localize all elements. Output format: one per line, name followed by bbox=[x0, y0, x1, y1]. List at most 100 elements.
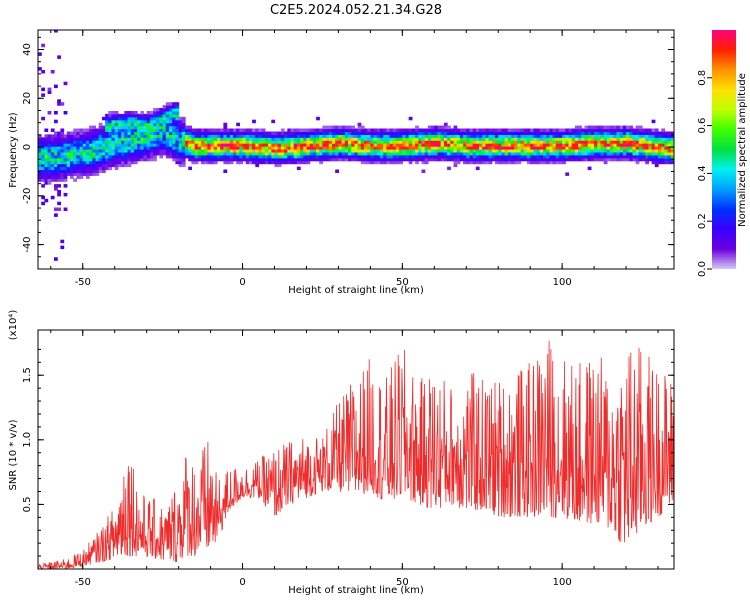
heatmap-cell bbox=[133, 122, 138, 127]
heatmap-cell bbox=[552, 157, 557, 162]
heatmap-cell bbox=[606, 146, 611, 150]
heatmap-cell bbox=[162, 131, 167, 135]
heatmap-cell bbox=[447, 140, 451, 144]
heatmap-cell bbox=[172, 113, 176, 118]
heatmap-cell bbox=[181, 146, 186, 150]
heatmap-cell bbox=[47, 87, 52, 92]
heatmap-cell bbox=[98, 154, 103, 159]
heatmap-cell bbox=[261, 137, 266, 141]
heatmap-cell bbox=[613, 128, 618, 132]
heatmap-cell bbox=[418, 146, 423, 150]
heatmap-cell bbox=[434, 151, 439, 156]
heatmap-cell bbox=[181, 116, 186, 121]
heatmap-cell bbox=[60, 128, 65, 132]
heatmap-cell bbox=[392, 151, 397, 156]
heatmap-cell bbox=[226, 140, 231, 144]
heatmap-cell bbox=[63, 149, 68, 153]
heatmap-cell bbox=[667, 149, 672, 153]
heatmap-cell bbox=[434, 146, 439, 150]
heatmap-cell bbox=[555, 134, 560, 138]
heatmap-cell bbox=[415, 160, 419, 165]
heatmap-cell bbox=[568, 140, 573, 144]
heatmap-cell bbox=[207, 151, 212, 156]
heatmap-cell bbox=[258, 160, 263, 165]
heatmap-cell bbox=[201, 128, 205, 132]
heatmap-cell bbox=[645, 131, 649, 135]
heatmap-cell bbox=[252, 157, 256, 162]
heatmap-cell bbox=[517, 137, 522, 141]
heatmap-cell bbox=[111, 113, 116, 118]
heatmap-cell bbox=[293, 128, 298, 132]
heatmap-cell bbox=[667, 134, 672, 138]
heatmap-cell bbox=[386, 146, 391, 150]
heatmap-cell bbox=[140, 128, 145, 132]
heatmap-cell bbox=[156, 143, 161, 147]
heatmap-cell bbox=[82, 160, 87, 165]
heatmap-cell bbox=[70, 146, 74, 150]
heatmap-cell bbox=[133, 116, 138, 121]
heatmap-cell bbox=[670, 149, 674, 153]
heatmap-cell bbox=[610, 131, 614, 135]
heatmap-cell bbox=[89, 157, 93, 162]
heatmap-cell bbox=[239, 154, 244, 159]
heatmap-cell bbox=[245, 140, 250, 144]
heatmap-cell bbox=[565, 157, 570, 162]
heatmap-cell bbox=[201, 131, 205, 135]
heatmap-cell bbox=[597, 125, 602, 130]
heatmap-cell bbox=[325, 151, 330, 156]
heatmap-cell bbox=[332, 137, 336, 141]
heatmap-cell bbox=[664, 137, 669, 141]
heatmap-cell bbox=[252, 140, 256, 144]
heatmap-cell bbox=[271, 151, 276, 156]
heatmap-cell bbox=[463, 149, 467, 153]
heatmap-cell bbox=[114, 143, 119, 147]
heatmap-cell bbox=[165, 149, 170, 153]
heatmap-cell bbox=[399, 134, 403, 138]
heatmap-cell bbox=[549, 140, 554, 144]
heatmap-cell bbox=[594, 140, 598, 144]
heatmap-cell bbox=[392, 160, 397, 165]
heatmap-cell bbox=[351, 125, 355, 130]
heatmap-cell bbox=[300, 154, 304, 159]
heatmap-cell bbox=[443, 137, 448, 141]
heatmap-cell bbox=[555, 160, 560, 165]
heatmap-cell bbox=[437, 131, 442, 135]
heatmap-cell bbox=[271, 149, 276, 153]
heatmap-cell bbox=[447, 151, 451, 156]
heatmap-cell bbox=[258, 154, 263, 159]
colorbar-gradient bbox=[712, 30, 736, 269]
heatmap-cell bbox=[395, 137, 400, 141]
heatmap-cell bbox=[600, 128, 605, 132]
heatmap-cell bbox=[622, 149, 627, 153]
heatmap-cell bbox=[402, 143, 407, 147]
heatmap-cell bbox=[47, 146, 52, 150]
heatmap-cell bbox=[645, 157, 649, 162]
heatmap-cell bbox=[488, 146, 493, 150]
heatmap-cell bbox=[121, 154, 125, 159]
heatmap-cell bbox=[111, 146, 116, 150]
heatmap-cell bbox=[389, 128, 394, 132]
heatmap-cell bbox=[661, 160, 665, 165]
heatmap-cell bbox=[290, 160, 295, 165]
heatmap-cell bbox=[108, 157, 113, 162]
heatmap-cell bbox=[546, 154, 550, 159]
heatmap-cell bbox=[562, 140, 566, 144]
heatmap-cell bbox=[57, 169, 61, 173]
heatmap-cell bbox=[463, 160, 467, 165]
heatmap-cell bbox=[555, 140, 560, 144]
heatmap-cell bbox=[501, 151, 506, 156]
heatmap-cell bbox=[280, 149, 285, 153]
heatmap-cell bbox=[610, 157, 614, 162]
heatmap-cell bbox=[98, 149, 103, 153]
heatmap-cell bbox=[600, 146, 605, 150]
heatmap-cell bbox=[587, 157, 592, 162]
heatmap-cell bbox=[169, 105, 173, 109]
heatmap-cell bbox=[395, 131, 400, 135]
heatmap-cell bbox=[606, 149, 611, 153]
heatmap-cell bbox=[549, 146, 554, 150]
heatmap-cell bbox=[146, 128, 151, 132]
heatmap-cell bbox=[584, 143, 589, 147]
heatmap-cell bbox=[194, 128, 199, 132]
heatmap-cell bbox=[431, 134, 435, 138]
heatmap-cell bbox=[453, 163, 458, 168]
